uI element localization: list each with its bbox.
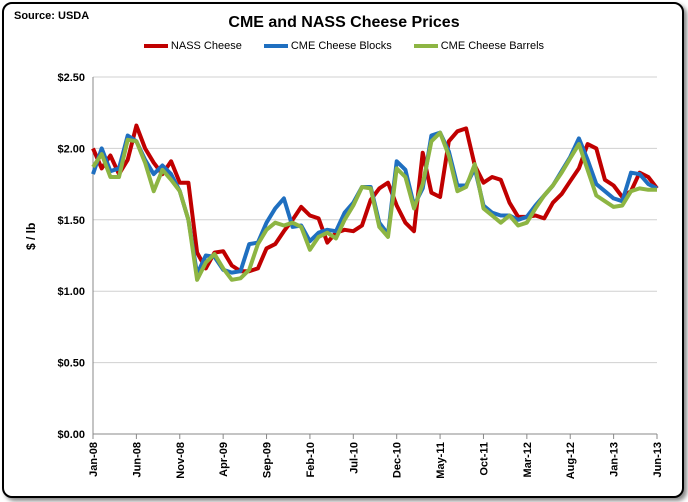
legend-label-blocks: CME Cheese Blocks bbox=[290, 40, 392, 52]
x-tick-label: Aug-12 bbox=[565, 442, 577, 479]
legend-swatch-barrels bbox=[413, 44, 438, 48]
y-tick-label: $2.50 bbox=[57, 72, 85, 84]
x-tick-label: Sep-09 bbox=[262, 442, 274, 478]
x-tick-label: Jun-13 bbox=[652, 442, 664, 477]
x-tick-label: Nov-08 bbox=[175, 442, 187, 479]
y-tick-label: $1.00 bbox=[57, 286, 85, 298]
chart-frame bbox=[2, 2, 684, 498]
chart-title: CME and NASS Cheese Prices bbox=[228, 14, 460, 31]
x-tick-label: Dec-10 bbox=[392, 442, 404, 478]
legend-swatch-nass bbox=[143, 44, 168, 48]
y-tick-label: $2.00 bbox=[57, 143, 85, 155]
y-tick-label: $0.50 bbox=[57, 358, 85, 370]
legend-item-nass: NASS Cheese bbox=[143, 40, 242, 52]
series-line-barrels bbox=[91, 130, 657, 282]
x-tick-label: Mar-12 bbox=[522, 442, 534, 477]
legend-label-nass: NASS Cheese bbox=[170, 40, 242, 52]
x-tick-label: Jan-13 bbox=[609, 442, 621, 477]
x-tick-label: Jul-10 bbox=[348, 442, 360, 474]
x-tick-label: Jan-08 bbox=[88, 442, 100, 477]
legend-item-barrels: CME Cheese Barrels bbox=[413, 40, 545, 52]
legend-label-barrels: CME Cheese Barrels bbox=[440, 40, 545, 52]
y-tick-label: $0.00 bbox=[57, 429, 85, 441]
x-tick-label: Feb-10 bbox=[305, 442, 317, 477]
legend-swatch-blocks bbox=[263, 44, 288, 48]
x-tick-label: Oct-11 bbox=[478, 442, 490, 476]
x-tick-label: Apr-09 bbox=[218, 442, 230, 477]
series-line-nass bbox=[91, 123, 659, 274]
x-tick-label: May-11 bbox=[435, 442, 447, 479]
y-tick-label: $1.50 bbox=[57, 215, 85, 227]
legend: NASS Cheese CME Cheese Blocks CME Cheese… bbox=[0, 40, 688, 52]
legend-item-blocks: CME Cheese Blocks bbox=[263, 40, 392, 52]
source-note: Source: USDA bbox=[14, 10, 90, 22]
x-tick-label: Jun-08 bbox=[131, 442, 143, 477]
